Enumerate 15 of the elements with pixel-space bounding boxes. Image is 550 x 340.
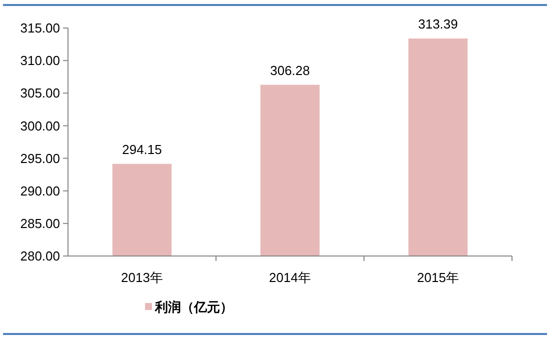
y-tick-label: 300.00 bbox=[20, 118, 60, 134]
x-tick-label: 2014年 bbox=[269, 270, 311, 285]
y-tick-label: 305.00 bbox=[20, 86, 60, 101]
y-tick-label: 290.00 bbox=[20, 183, 60, 198]
data-label: 313.39 bbox=[418, 16, 458, 32]
y-tick-label: 315.00 bbox=[20, 20, 60, 36]
y-tick-label: 295.00 bbox=[20, 150, 60, 166]
y-tick-label: 285.00 bbox=[20, 216, 60, 231]
y-tick-label: 310.00 bbox=[20, 53, 60, 68]
y-tick-label: 280.00 bbox=[20, 248, 60, 264]
legend-label: 利润（亿元） bbox=[154, 300, 233, 315]
x-tick-label: 2013年 bbox=[121, 270, 163, 285]
data-label: 306.28 bbox=[270, 62, 310, 78]
x-tick-label: 2015年 bbox=[417, 270, 459, 285]
data-label: 294.15 bbox=[122, 142, 162, 157]
